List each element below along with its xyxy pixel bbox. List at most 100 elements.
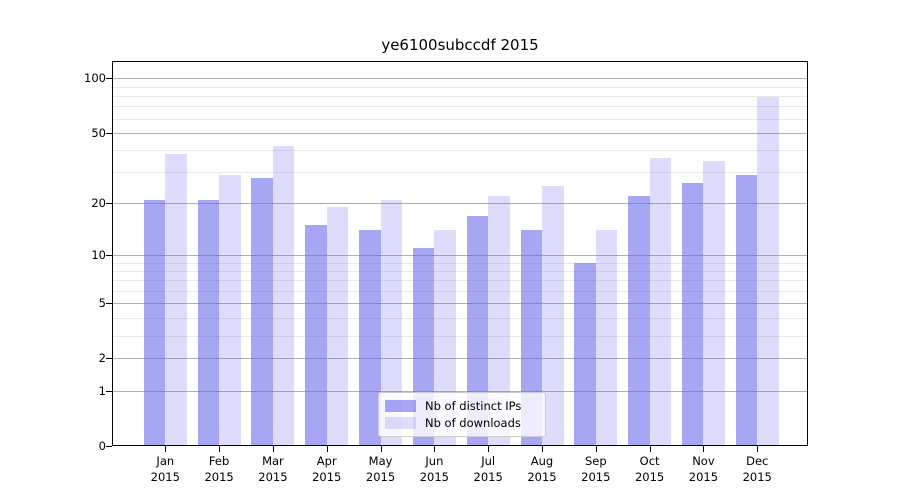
x-tick-month-jan: Jan <box>156 454 175 468</box>
bar-nb-of-downloads-aug <box>542 186 564 446</box>
gridline-minor-90 <box>112 86 808 88</box>
gridline-minor-60 <box>112 118 808 120</box>
x-tick-may <box>380 446 382 452</box>
y-tick-label-100: 100 <box>84 71 106 86</box>
x-tick-month-jun: Jun <box>425 454 444 468</box>
y-tick-5 <box>106 303 112 305</box>
x-tick-year-jan: 2015 <box>150 470 180 484</box>
x-tick-jul <box>488 446 490 452</box>
x-tick-month-jul: Jul <box>481 454 496 468</box>
x-tick-label-may: May 2015 <box>350 453 412 485</box>
x-tick-aug <box>542 446 543 452</box>
legend-swatch-downloads <box>385 417 416 429</box>
bar-nb-of-downloads-mar <box>272 146 295 446</box>
y-tick-50 <box>106 132 112 134</box>
gridline-minor-30 <box>112 172 808 174</box>
bar-nb-of-downloads-jan <box>165 154 187 446</box>
bar-nb-of-downloads-nov <box>703 160 725 446</box>
y-tick-1 <box>106 390 112 392</box>
gridline-minor-80 <box>112 95 808 97</box>
y-tick-label-10: 10 <box>91 247 106 262</box>
legend-label-distinct-ips: Nb of distinct IPs <box>425 399 522 413</box>
x-tick-sep <box>595 446 597 452</box>
bar-nb-of-distinct-ips-jul <box>466 215 489 446</box>
gridline-major-1 <box>112 390 808 392</box>
bar-nb-of-downloads-jul <box>488 196 510 446</box>
x-tick-year-may: 2015 <box>365 470 396 484</box>
x-tick-apr <box>326 446 328 452</box>
x-tick-label-apr: Apr 2015 <box>296 453 358 485</box>
y-tick-label-20: 20 <box>91 196 106 211</box>
x-tick-year-sep: 2015 <box>581 470 611 484</box>
y-tick-label-5: 5 <box>98 296 106 311</box>
y-tick-0 <box>106 446 112 447</box>
x-tick-year-aug: 2015 <box>527 470 557 484</box>
chart-title: ye6100subccdf 2015 <box>381 36 539 54</box>
gridline-minor-7 <box>112 280 808 282</box>
x-tick-label-feb: Feb 2015 <box>188 453 250 485</box>
bar-nb-of-distinct-ips-mar <box>251 177 273 446</box>
bar-nb-of-downloads-apr <box>326 207 349 446</box>
y-tick-20 <box>106 203 112 205</box>
bar-nb-of-distinct-ips-oct <box>628 196 650 446</box>
gridline-major-50 <box>112 132 808 134</box>
bar-nb-of-distinct-ips-dec <box>735 175 758 446</box>
x-tick-month-sep: Sep <box>584 454 607 468</box>
x-tick-month-dec: Dec <box>746 454 769 468</box>
x-tick-jan <box>165 446 167 452</box>
x-tick-month-apr: Apr <box>316 454 337 468</box>
gridline-minor-6 <box>112 290 808 292</box>
x-tick-mar <box>272 446 274 452</box>
x-tick-label-mar: Mar 2015 <box>242 453 304 485</box>
bar-nb-of-distinct-ips-may <box>359 230 381 446</box>
x-tick-year-mar: 2015 <box>258 470 288 484</box>
x-tick-oct <box>649 446 651 452</box>
x-tick-year-jul: 2015 <box>473 470 503 484</box>
x-tick-label-nov: Nov 2015 <box>672 453 734 485</box>
x-tick-year-dec: 2015 <box>742 470 772 484</box>
x-tick-label-jul: Jul 2015 <box>457 453 519 485</box>
y-tick-10 <box>106 254 112 256</box>
gridline-major-5 <box>112 303 808 305</box>
bar-nb-of-downloads-dec <box>757 96 779 446</box>
x-tick-year-feb: 2015 <box>204 470 234 484</box>
x-tick-label-oct: Oct 2015 <box>619 453 681 485</box>
x-tick-label-dec: Dec 2015 <box>726 453 788 485</box>
bar-nb-of-distinct-ips-nov <box>681 183 704 446</box>
x-tick-label-jan: Jan 2015 <box>134 453 196 485</box>
y-tick-label-1: 1 <box>98 383 106 398</box>
x-tick-dec <box>757 446 759 452</box>
bar-nb-of-distinct-ips-sep <box>574 262 596 446</box>
x-tick-feb <box>219 446 221 452</box>
y-tick-label-50: 50 <box>91 125 106 140</box>
gridline-minor-9 <box>112 262 808 264</box>
x-tick-month-oct: Oct <box>639 454 660 468</box>
y-tick-label-0: 0 <box>98 439 106 453</box>
x-tick-year-nov: 2015 <box>688 470 719 484</box>
gridline-minor-4 <box>112 317 808 319</box>
x-tick-nov <box>703 446 705 452</box>
x-tick-jun <box>434 446 436 452</box>
y-tick-label-2: 2 <box>98 351 106 366</box>
bar-nb-of-downloads-may <box>380 199 403 446</box>
bar-nb-of-downloads-sep <box>595 230 618 446</box>
gridline-major-100 <box>112 78 808 80</box>
legend-swatch-distinct-ips <box>385 400 416 412</box>
x-tick-year-apr: 2015 <box>312 470 342 484</box>
x-tick-year-jun: 2015 <box>419 470 450 484</box>
gridline-major-20 <box>112 203 808 205</box>
bar-nb-of-downloads-feb <box>219 175 241 446</box>
legend-item-distinct-ips: Nb of distinct IPs <box>385 398 539 414</box>
x-tick-month-nov: Nov <box>692 454 715 468</box>
gridline-minor-3 <box>112 335 808 337</box>
gridline-minor-8 <box>112 270 808 272</box>
x-tick-month-mar: Mar <box>262 454 284 468</box>
x-tick-month-aug: Aug <box>530 454 554 468</box>
bar-nb-of-distinct-ips-feb <box>197 199 220 446</box>
bar-nb-of-distinct-ips-apr <box>305 225 327 446</box>
bar-nb-of-downloads-oct <box>649 158 672 446</box>
x-tick-label-sep: Sep 2015 <box>565 453 627 485</box>
x-tick-month-feb: Feb <box>208 454 230 468</box>
bar-nb-of-distinct-ips-jan <box>143 199 166 446</box>
legend-item-downloads: Nb of downloads <box>385 415 539 431</box>
